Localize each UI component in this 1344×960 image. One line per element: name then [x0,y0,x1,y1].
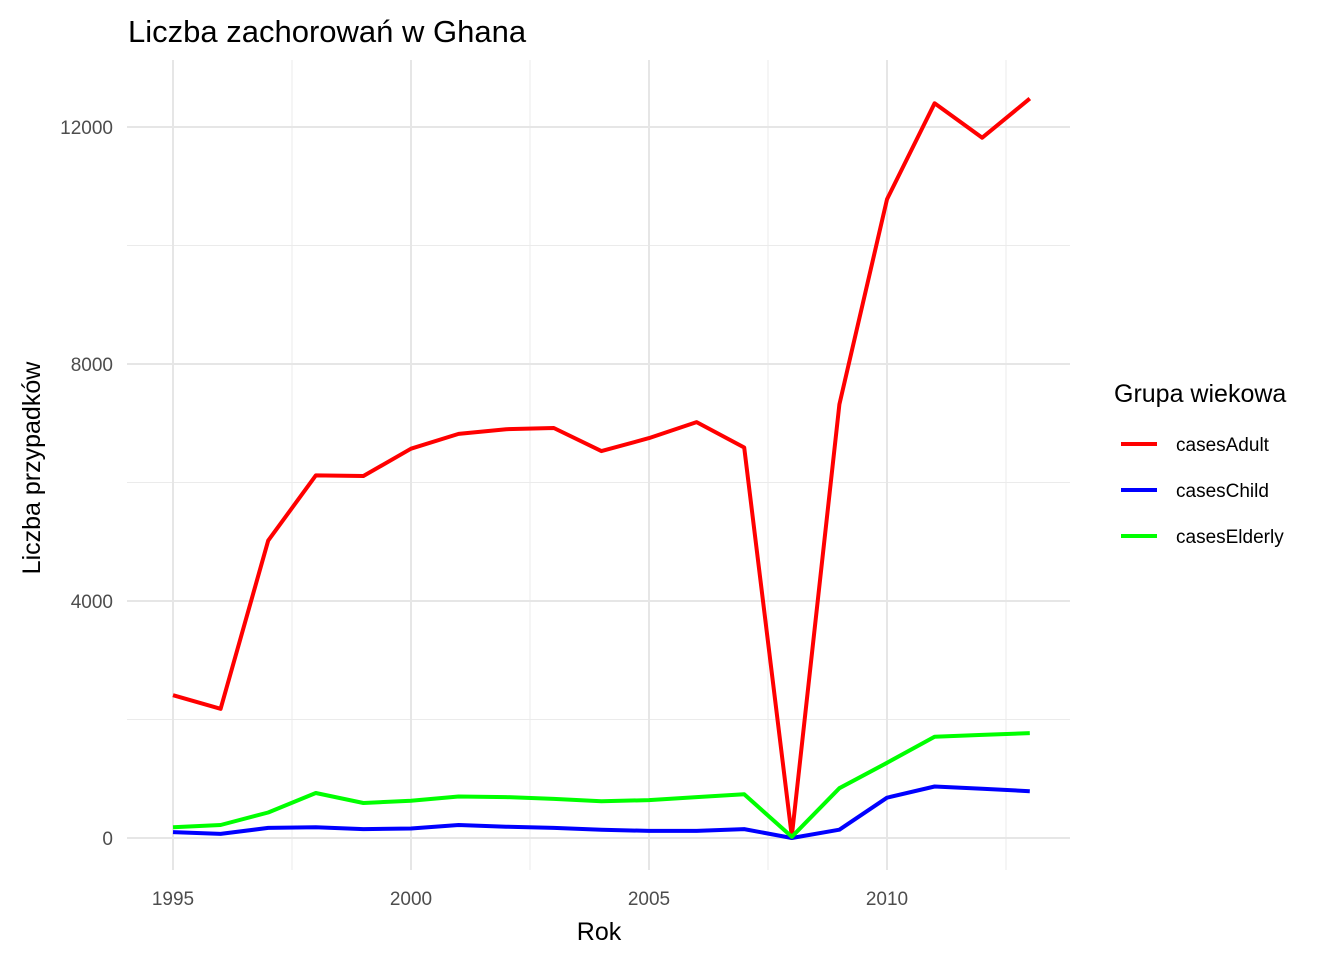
x-axis-ticks: 1995 2000 2005 2010 [152,889,908,910]
y-tick-label: 8000 [71,355,113,376]
y-tick-label: 12000 [60,118,113,139]
legend-item-casesElderly: casesElderly [1121,527,1284,548]
series-line-casesAdult [172,97,1032,839]
y-tick-label: 4000 [71,592,113,613]
series-lines [172,97,1032,840]
y-tick-label: 0 [102,829,113,850]
series-line-casesChild [172,784,1030,840]
y-axis-ticks: 0 4000 8000 12000 [60,118,113,850]
legend-items: casesAdult casesChild casesElderly [1121,435,1284,548]
x-tick-label: 2000 [390,889,432,910]
legend-item-casesChild: casesChild [1121,481,1269,502]
x-tick-label: 2010 [866,889,908,910]
y-axis-title: Liczba przypadków [18,361,46,575]
legend-item-casesAdult: casesAdult [1121,435,1270,456]
x-tick-label: 1995 [152,889,194,910]
minor-gridlines [127,60,1070,870]
legend-label: casesChild [1176,481,1269,502]
legend-label: casesAdult [1176,435,1270,456]
x-axis-title: Rok [577,918,622,946]
x-tick-label: 2005 [628,889,670,910]
legend-title: Grupa wiekowa [1114,380,1286,408]
series-line-casesElderly [172,731,1030,839]
major-gridlines [127,60,1070,870]
chart-title: Liczba zachorowań w Ghana [128,14,527,49]
legend-label: casesElderly [1176,527,1284,548]
legend: Grupa wiekowa casesAdult casesChild casesE… [1114,380,1286,548]
